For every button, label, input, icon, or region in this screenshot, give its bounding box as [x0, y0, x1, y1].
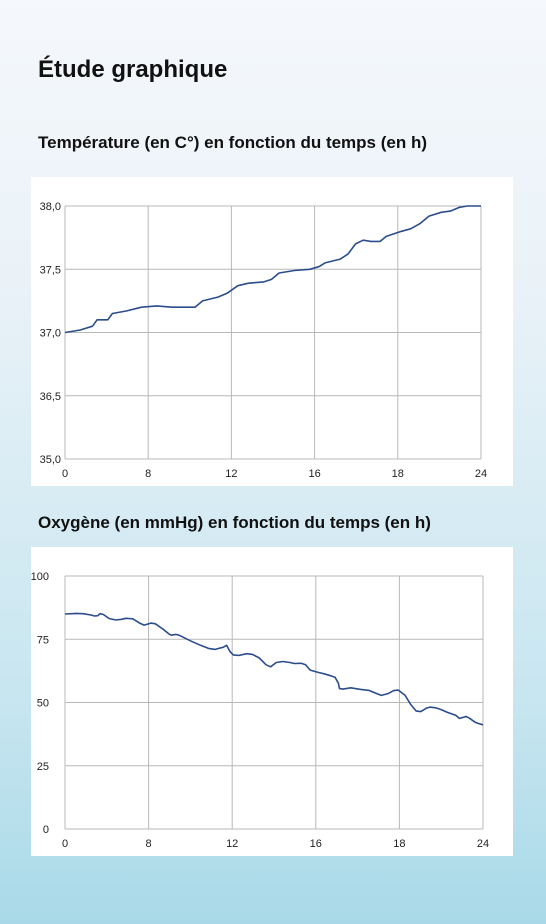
x-tick-label: 16: [308, 468, 320, 480]
oxygen-chart-title: Oxygène (en mmHg) en fonction du temps (…: [38, 513, 431, 532]
temperature-series-line: [64, 205, 481, 334]
x-tick-label: 8: [146, 838, 152, 850]
y-tick-label: 50: [37, 698, 49, 710]
grid: [64, 575, 484, 830]
x-tick-label: 18: [393, 838, 405, 850]
y-tick-label: 35,0: [40, 454, 61, 466]
y-tick-label: 75: [37, 634, 49, 646]
temperature-chart-card: 0 8 12 16 18 24 35,0 36,5 37,0 37,5 38,0: [31, 177, 513, 486]
x-tick-label: 0: [62, 838, 68, 850]
y-tick-label: 25: [37, 761, 49, 773]
x-tick-label: 0: [62, 468, 68, 480]
x-tick-label: 24: [477, 838, 489, 850]
y-tick-label: 0: [43, 824, 49, 836]
y-tick-label: 100: [31, 571, 49, 583]
x-tick-label: 18: [392, 468, 404, 480]
x-tick-label: 16: [310, 838, 322, 850]
y-tick-label: 37,5: [40, 264, 61, 276]
y-tick-label: 36,5: [40, 391, 61, 403]
oxygen-chart-card: 0 8 12 16 18 24 0 25 50 75 100: [31, 547, 513, 856]
temperature-chart: 0 8 12 16 18 24 35,0 36,5 37,0 37,5 38,0: [40, 201, 488, 480]
grid: [64, 205, 482, 460]
oxygen-series-line: [64, 612, 484, 726]
x-tick-label: 8: [145, 468, 151, 480]
page-title: Étude graphique: [38, 56, 228, 83]
y-tick-label: 38,0: [40, 201, 61, 213]
temperature-chart-title: Température (en C°) en fonction du temps…: [38, 133, 427, 152]
oxygen-chart: 0 8 12 16 18 24 0 25 50 75 100: [31, 571, 489, 850]
x-tick-label: 12: [225, 468, 237, 480]
x-tick-label: 12: [226, 838, 238, 850]
y-tick-label: 37,0: [40, 328, 61, 340]
x-tick-label: 24: [475, 468, 487, 480]
